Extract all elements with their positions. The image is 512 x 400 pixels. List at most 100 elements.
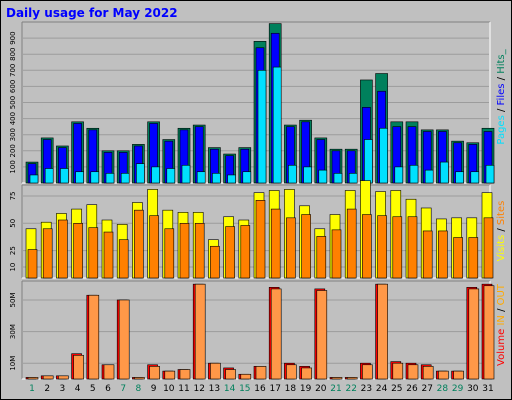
legend-entry: /	[496, 74, 507, 84]
bar-kbout-day-11	[179, 369, 191, 380]
bar-pages-day-21	[333, 173, 343, 184]
legend-entry: IN	[496, 315, 507, 325]
legend-entry: Files	[496, 84, 507, 106]
bar-sites-day-5	[88, 227, 99, 279]
x-tick-label-day-15: 15	[239, 384, 250, 394]
x-tick-label-day-7: 7	[120, 384, 126, 394]
y-tick-label: 50	[9, 219, 17, 228]
bar-kbout-day-20	[316, 290, 328, 380]
bar-sites-day-17	[270, 208, 281, 279]
bar-kbout-day-25	[392, 362, 404, 380]
bar-pages-day-5	[90, 171, 100, 184]
x-tick-label-day-18: 18	[285, 384, 297, 394]
bar-kbout-day-18	[286, 364, 297, 380]
y-tick-label: 30M	[9, 324, 17, 339]
bar-pages-day-3	[60, 168, 69, 184]
plot-area	[22, 281, 490, 379]
bar-kbout-day-29	[453, 370, 464, 380]
bar-kbout-day-3	[58, 375, 69, 380]
y-tick-label: 300	[9, 128, 17, 141]
bar-kbout-day-7	[118, 299, 130, 380]
bar-sites-day-7	[118, 239, 129, 279]
bar-kbout-day-8	[134, 377, 145, 380]
bar-sites-day-12	[194, 222, 205, 279]
bar-kbout-day-15	[240, 373, 252, 380]
x-tick-label-day-19: 19	[300, 384, 312, 394]
x-tick-label-day-12: 12	[193, 384, 204, 394]
bar-kbout-day-21	[331, 377, 343, 380]
bar-pages-day-20	[318, 169, 328, 184]
bar-sites-day-27	[422, 230, 433, 279]
bar-pages-day-2	[44, 168, 54, 184]
y-tick-label: 75	[9, 191, 17, 200]
bar-kbout-day-6	[103, 364, 115, 380]
bar-sites-day-19	[301, 214, 311, 279]
legend-entry: /	[496, 225, 507, 235]
bar-sites-day-9	[149, 215, 159, 279]
bar-sites-day-1	[27, 249, 38, 279]
bar-sites-day-30	[468, 237, 479, 279]
bar-kbout-day-26	[407, 364, 419, 380]
bar-pages-day-25	[394, 166, 404, 184]
bar-pages-day-10	[166, 168, 176, 184]
legend-entry: /	[496, 305, 507, 315]
bar-pages-day-24	[379, 127, 388, 184]
bar-pages-day-19	[303, 166, 312, 184]
legend-entry: /	[496, 105, 507, 115]
bar-pages-day-27	[424, 169, 434, 184]
bar-sites-day-15	[240, 225, 251, 279]
x-tick-label-day-17: 17	[269, 384, 280, 394]
x-tick-label-day-21: 21	[330, 384, 341, 394]
legend-entry: Hits_	[496, 48, 507, 73]
bar-pages-day-14	[227, 174, 236, 184]
x-tick-label-day-20: 20	[315, 384, 327, 394]
bar-pages-day-22	[348, 173, 358, 184]
bar-pages-day-23	[364, 139, 373, 184]
bar-sites-day-2	[42, 228, 53, 279]
legend-entry: Pages	[496, 115, 507, 144]
y-tick-label: 700	[9, 64, 17, 77]
bar-pages-day-9	[151, 166, 160, 184]
y-tick-label: 50M	[9, 292, 17, 307]
bar-sites-day-25	[392, 216, 403, 279]
bar-kbout-day-28	[438, 370, 449, 380]
bar-sites-day-10	[164, 228, 175, 279]
bar-kbout-day-19	[301, 367, 312, 380]
legend-entry: Volume	[496, 329, 507, 366]
y-tick-label: 100	[9, 160, 17, 173]
bar-sites-day-6	[103, 231, 114, 279]
x-tick-label-day-30: 30	[467, 384, 479, 394]
bar-kbout-day-30	[468, 288, 480, 380]
bar-sites-day-8	[134, 209, 144, 279]
bar-sites-day-22	[346, 208, 357, 279]
bar-kbout-day-16	[255, 366, 267, 380]
bar-sites-day-14	[225, 226, 235, 279]
x-tick-label-day-4: 4	[75, 384, 81, 394]
bar-kbout-day-27	[422, 366, 434, 380]
bar-pages-day-7	[120, 173, 130, 184]
bar-kbout-day-4	[73, 354, 84, 380]
bar-sites-day-18	[286, 217, 296, 279]
bar-sites-day-4	[73, 222, 83, 279]
bar-pages-day-28	[440, 161, 449, 184]
bar-pages-day-13	[212, 173, 221, 184]
x-tick-label-day-5: 5	[90, 384, 96, 394]
bar-sites-day-16	[255, 200, 266, 279]
legend-bot: Volume IN / OUT	[496, 283, 507, 366]
bar-kbout-day-12	[194, 283, 206, 380]
bar-pages-day-1	[29, 174, 39, 184]
x-tick-label-day-10: 10	[163, 384, 175, 394]
legend-entry: Sites	[496, 201, 507, 225]
bar-kbout-day-17	[270, 288, 282, 380]
bar-pages-day-15	[242, 171, 252, 184]
bar-sites-day-24	[377, 215, 387, 279]
x-tick-label-day-25: 25	[391, 384, 402, 394]
bar-pages-day-12	[196, 171, 206, 184]
bar-kbout-day-31	[483, 285, 495, 380]
x-tick-label-day-1: 1	[29, 384, 35, 394]
bar-pages-day-11	[181, 164, 191, 184]
x-tick-label-day-23: 23	[361, 384, 372, 394]
bar-pages-day-30	[470, 171, 480, 184]
bar-sites-day-29	[453, 237, 463, 279]
x-tick-label-day-9: 9	[151, 384, 157, 394]
